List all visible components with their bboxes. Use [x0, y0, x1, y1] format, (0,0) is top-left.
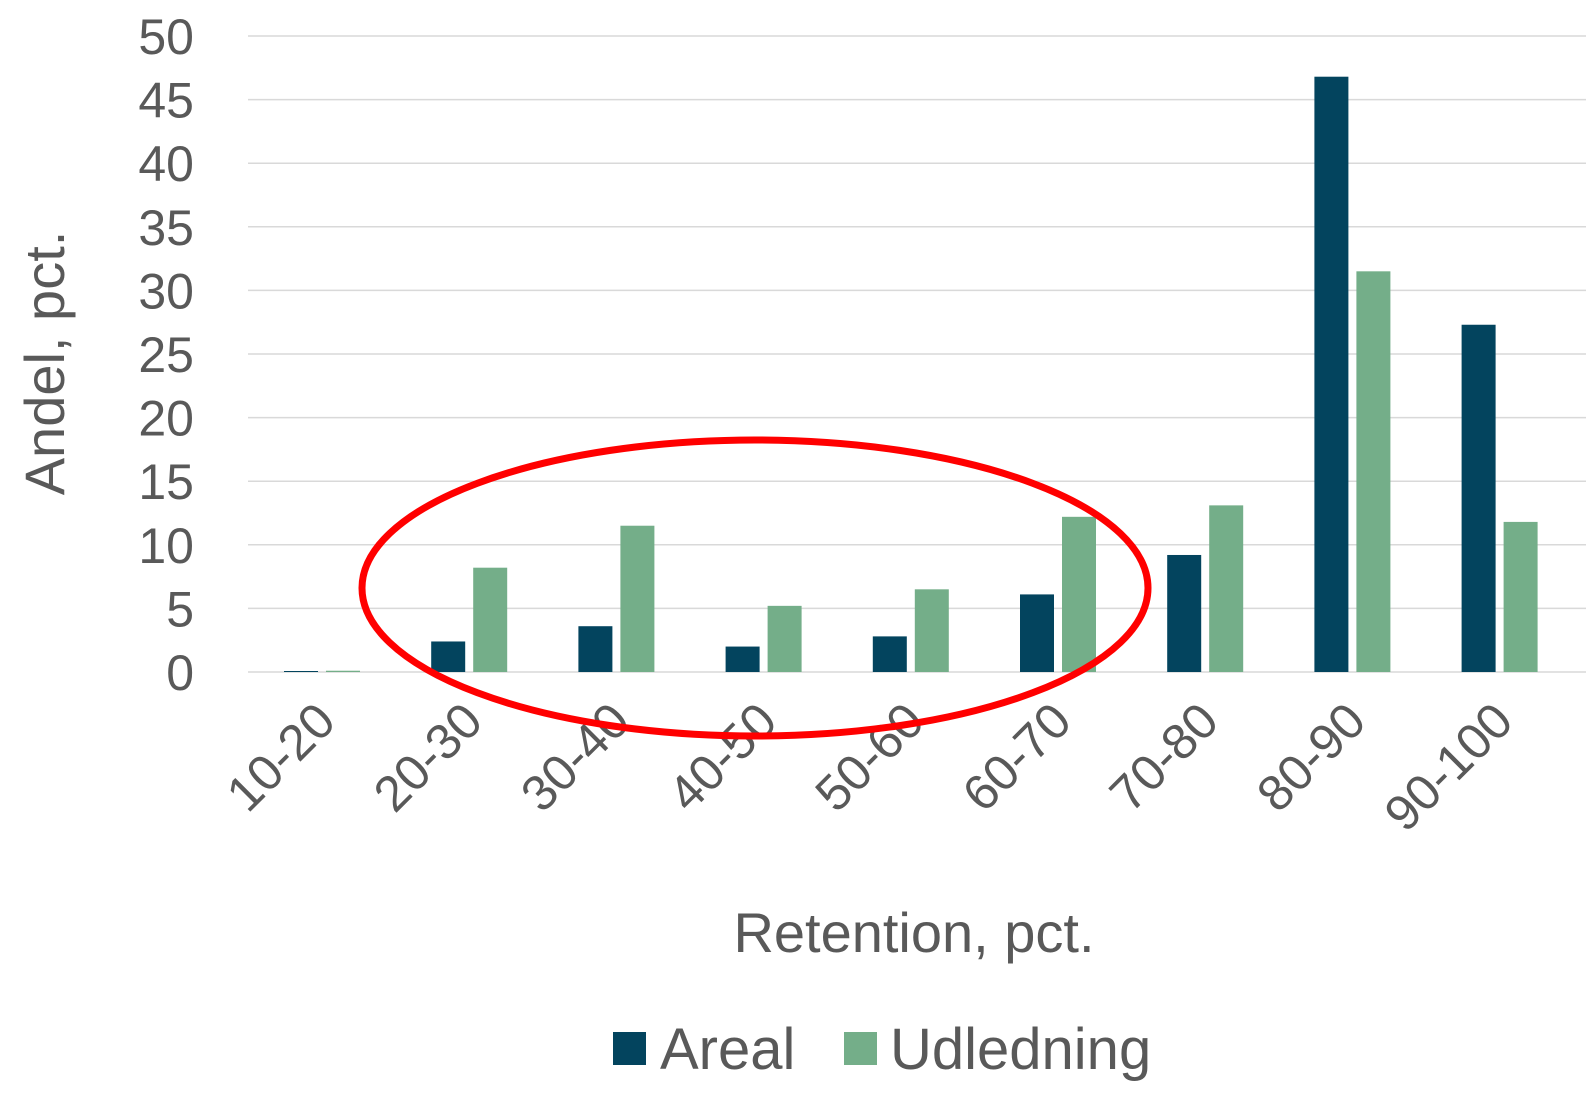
bar-areal-50-60 — [872, 636, 907, 672]
y-axis-title: Andel, pct. — [13, 231, 76, 496]
bar-areal-70-80 — [1167, 554, 1202, 672]
y-tick-label: 10 — [138, 518, 194, 574]
highlight-ellipse — [358, 436, 1152, 740]
bar-udledning-60-70 — [1062, 516, 1096, 672]
y-tick-label: 35 — [138, 200, 194, 256]
bars — [284, 76, 1538, 673]
y-axis-ticks: 0 5 10 15 20 25 30 35 40 45 50 — [138, 9, 194, 701]
bar-areal-80-90 — [1314, 76, 1349, 673]
legend: Areal Udledning — [613, 1017, 1151, 1082]
x-tick-label: 70-80 — [1099, 692, 1229, 822]
y-tick-label: 15 — [138, 454, 194, 510]
x-tick-label: 40-50 — [657, 692, 787, 822]
gridlines — [248, 35, 1586, 673]
bar-areal-40-50 — [725, 646, 760, 672]
y-tick-label: 50 — [138, 9, 194, 65]
x-tick-label: 90-100 — [1374, 692, 1524, 842]
y-tick-label: 30 — [138, 263, 194, 319]
bar-udledning-50-60 — [914, 589, 949, 672]
y-tick-label: 45 — [138, 73, 194, 129]
legend-swatch-areal — [613, 1032, 646, 1065]
bar-udledning-40-50 — [767, 605, 802, 672]
x-axis-ticks: 10-20 20-30 30-40 40-50 50-60 60-70 70-80 80-90… — [216, 692, 1524, 842]
bar-udledning-10-20 — [326, 670, 360, 672]
x-tick-label: 80-90 — [1246, 692, 1376, 822]
legend-label-areal: Areal — [660, 1017, 795, 1082]
bar-udledning-80-90 — [1356, 271, 1391, 672]
x-tick-label: 50-60 — [805, 692, 935, 822]
y-tick-label: 40 — [138, 136, 194, 192]
x-tick-label: 20-30 — [363, 692, 493, 822]
x-tick-label: 10-20 — [216, 692, 346, 822]
bar-areal-60-70 — [1020, 594, 1054, 672]
y-tick-label: 0 — [166, 645, 194, 701]
bar-areal-90-100 — [1461, 324, 1496, 672]
y-tick-label: 5 — [166, 581, 194, 637]
bar-areal-30-40 — [578, 626, 613, 672]
bar-udledning-90-100 — [1503, 521, 1538, 672]
bar-udledning-20-30 — [473, 567, 508, 672]
bar-areal-20-30 — [431, 641, 466, 672]
x-axis-title: Retention, pct. — [733, 901, 1094, 964]
bar-udledning-30-40 — [620, 525, 655, 672]
bar-areal-10-20 — [284, 671, 318, 672]
y-tick-label: 20 — [138, 391, 194, 447]
bar-udledning-70-80 — [1209, 505, 1244, 672]
legend-label-udledning: Udledning — [890, 1017, 1151, 1082]
legend-swatch-udledning — [844, 1032, 877, 1065]
y-tick-label: 25 — [138, 327, 194, 383]
